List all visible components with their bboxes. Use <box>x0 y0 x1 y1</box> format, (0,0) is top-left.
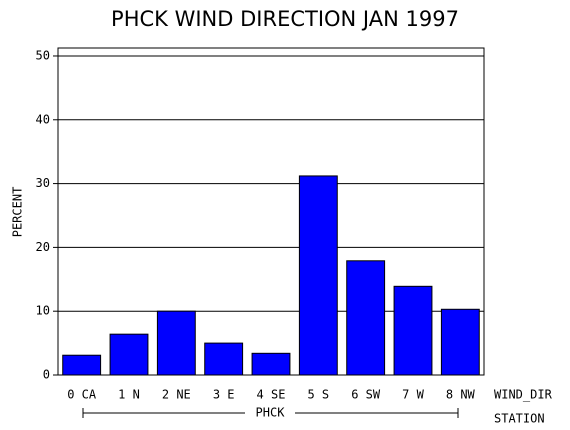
bar <box>156 310 196 376</box>
x-tick-label: 8 NW <box>446 388 476 402</box>
chart-title: PHCK WIND DIRECTION JAN 1997 <box>111 7 459 31</box>
bar <box>109 333 149 376</box>
group-label: PHCK <box>256 406 286 420</box>
bar <box>440 308 480 376</box>
bar <box>62 354 102 376</box>
bar <box>393 285 433 376</box>
group-bracket <box>82 408 459 418</box>
x-tick-label: 1 N <box>118 388 140 402</box>
x-tick-label: 3 E <box>213 388 235 402</box>
bar <box>346 260 386 376</box>
bar <box>298 175 338 376</box>
plot-frame <box>57 47 485 376</box>
y-tick-label: 20 <box>36 240 50 254</box>
x-tick-label: 2 NE <box>162 388 191 402</box>
x-axis-label: WIND_DIR <box>494 388 553 402</box>
x-tick-label: 0 CA <box>67 388 97 402</box>
x-tick-label: 4 SE <box>257 388 286 402</box>
y-axis-label: PERCENT <box>11 187 25 238</box>
bar <box>251 352 291 376</box>
bar <box>204 342 244 376</box>
y-tick-label: 30 <box>36 176 50 190</box>
y-tick-label: 0 <box>43 368 50 382</box>
x-tick-label: 6 SW <box>351 388 381 402</box>
x-tick-label: 7 W <box>402 388 424 402</box>
x-tick-label: 5 S <box>307 388 329 402</box>
y-tick-label: 40 <box>36 112 50 126</box>
y-tick-label: 50 <box>36 48 50 62</box>
y-tick-label: 10 <box>36 304 50 318</box>
group-axis-label: STATION <box>494 412 545 426</box>
